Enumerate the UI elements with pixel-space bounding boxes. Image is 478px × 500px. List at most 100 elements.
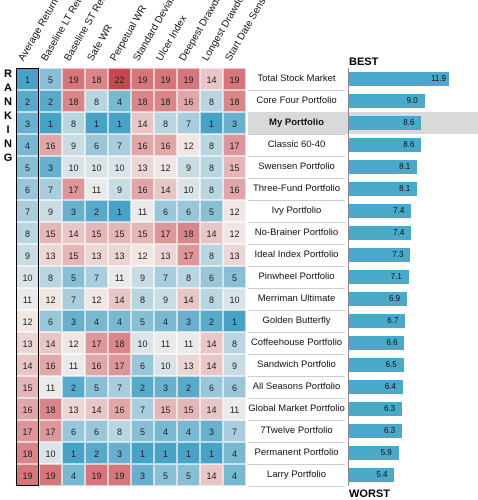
rank-cell: 4 bbox=[62, 464, 85, 486]
rank-cell: 15 bbox=[62, 244, 85, 266]
rank-cell: 14 bbox=[200, 68, 223, 90]
value-label: 8.1 bbox=[399, 162, 411, 171]
rank-cell: 6 bbox=[85, 134, 108, 156]
value-label: 7.4 bbox=[393, 228, 405, 237]
rank-cell: 14 bbox=[108, 288, 131, 310]
rank-cell: 18 bbox=[223, 90, 246, 112]
rank-cell: 17 bbox=[85, 332, 108, 354]
rank-cell: 17 bbox=[62, 178, 85, 200]
rank-cell: 15 bbox=[154, 398, 177, 420]
rank-cell: 1 bbox=[131, 442, 154, 464]
rank-cell: 4 bbox=[223, 464, 246, 486]
rank-cell: 14 bbox=[62, 222, 85, 244]
rank-cell: 13 bbox=[223, 244, 246, 266]
rank-cell: 1 bbox=[62, 442, 85, 464]
rank-cell: 12 bbox=[131, 244, 154, 266]
row-name: Merriman Ultimate bbox=[248, 288, 345, 311]
value-label: 6.3 bbox=[383, 426, 396, 435]
rank-cell: 5 bbox=[131, 420, 154, 442]
rank-cell: 9 bbox=[177, 156, 200, 178]
side-label: RANKING bbox=[2, 68, 14, 166]
rank-cell: 10 bbox=[223, 288, 246, 310]
row-name: Pinwheel Portfolio bbox=[248, 266, 345, 289]
rank-cell: 12 bbox=[39, 288, 62, 310]
rank-cell: 18 bbox=[62, 90, 85, 112]
rank-cell: 6 bbox=[200, 376, 223, 398]
rank-cell: 5 bbox=[154, 464, 177, 486]
rank-cell: 4 bbox=[154, 310, 177, 332]
rank-cell: 6 bbox=[154, 200, 177, 222]
rank-cell: 3 bbox=[62, 200, 85, 222]
rank-cell: 8 bbox=[200, 134, 223, 156]
rank-cell: 22 bbox=[108, 68, 131, 90]
rank-cell: 18 bbox=[108, 332, 131, 354]
value-bar bbox=[349, 204, 412, 218]
value-bar bbox=[349, 292, 407, 306]
rank-cell: 7 bbox=[131, 398, 154, 420]
rank-cell: 1 bbox=[223, 310, 246, 332]
value-bar bbox=[349, 160, 418, 174]
worst-label: WORST bbox=[349, 488, 390, 500]
value-bar bbox=[349, 380, 403, 394]
rank-cell: 1 bbox=[85, 112, 108, 134]
rank-cell: 8 bbox=[223, 332, 246, 354]
rank-cell: 10 bbox=[131, 332, 154, 354]
row-name: Sandwich Portfolio bbox=[248, 354, 345, 377]
value-label: 6.7 bbox=[387, 316, 399, 325]
rank-cell: 19 bbox=[62, 68, 85, 90]
value-label: 5.9 bbox=[380, 448, 392, 457]
rank-outline bbox=[16, 68, 39, 486]
rank-cell: 2 bbox=[85, 442, 108, 464]
rank-cell: 19 bbox=[154, 68, 177, 90]
rank-cell: 5 bbox=[39, 68, 62, 90]
rank-cell: 12 bbox=[223, 200, 246, 222]
rank-cell: 14 bbox=[39, 332, 62, 354]
rank-cell: 1 bbox=[108, 112, 131, 134]
rank-cell: 10 bbox=[62, 156, 85, 178]
row-name: Global Market Portfolio bbox=[248, 398, 345, 421]
rank-cell: 9 bbox=[131, 266, 154, 288]
rank-cell: 14 bbox=[154, 178, 177, 200]
rank-cell: 19 bbox=[131, 68, 154, 90]
value-bar bbox=[349, 336, 405, 350]
value-label: 6.9 bbox=[388, 294, 401, 303]
rank-cell: 1 bbox=[154, 442, 177, 464]
rank-cell: 6 bbox=[85, 420, 108, 442]
value-label: 9.0 bbox=[406, 96, 418, 105]
value-bar bbox=[349, 248, 411, 262]
rank-cell: 9 bbox=[39, 200, 62, 222]
rank-cell: 6 bbox=[39, 310, 62, 332]
rank-cell: 7 bbox=[154, 266, 177, 288]
rank-cell: 18 bbox=[85, 68, 108, 90]
rank-cell: 18 bbox=[131, 90, 154, 112]
rank-cell: 13 bbox=[39, 244, 62, 266]
rank-cell: 3 bbox=[131, 464, 154, 486]
rank-cell: 16 bbox=[131, 134, 154, 156]
rank-cell: 1 bbox=[200, 112, 223, 134]
rank-cell: 8 bbox=[62, 112, 85, 134]
rank-cell: 7 bbox=[39, 178, 62, 200]
rank-cell: 7 bbox=[85, 266, 108, 288]
rank-cell: 10 bbox=[85, 156, 108, 178]
value-bar bbox=[349, 270, 409, 284]
rank-cell: 13 bbox=[131, 156, 154, 178]
row-name: Total Stock Market bbox=[248, 68, 345, 91]
value-label: 5.4 bbox=[376, 470, 388, 479]
rank-cell: 16 bbox=[85, 354, 108, 376]
rank-cell: 15 bbox=[223, 156, 246, 178]
rank-cell: 9 bbox=[108, 178, 131, 200]
rank-cell: 10 bbox=[108, 156, 131, 178]
rank-cell: 17 bbox=[108, 354, 131, 376]
row-name: 7Twelve Portfolio bbox=[248, 420, 345, 443]
rank-cell: 13 bbox=[154, 244, 177, 266]
rank-cell: 9 bbox=[62, 134, 85, 156]
rank-cell: 7 bbox=[223, 420, 246, 442]
rank-cell: 15 bbox=[131, 222, 154, 244]
rank-cell: 2 bbox=[177, 376, 200, 398]
rank-cell: 13 bbox=[85, 244, 108, 266]
rank-cell: 2 bbox=[131, 376, 154, 398]
row-name: Ideal Index Portfolio bbox=[248, 244, 345, 267]
rank-cell: 15 bbox=[39, 222, 62, 244]
rank-cell: 8 bbox=[200, 90, 223, 112]
rank-cell: 8 bbox=[200, 288, 223, 310]
